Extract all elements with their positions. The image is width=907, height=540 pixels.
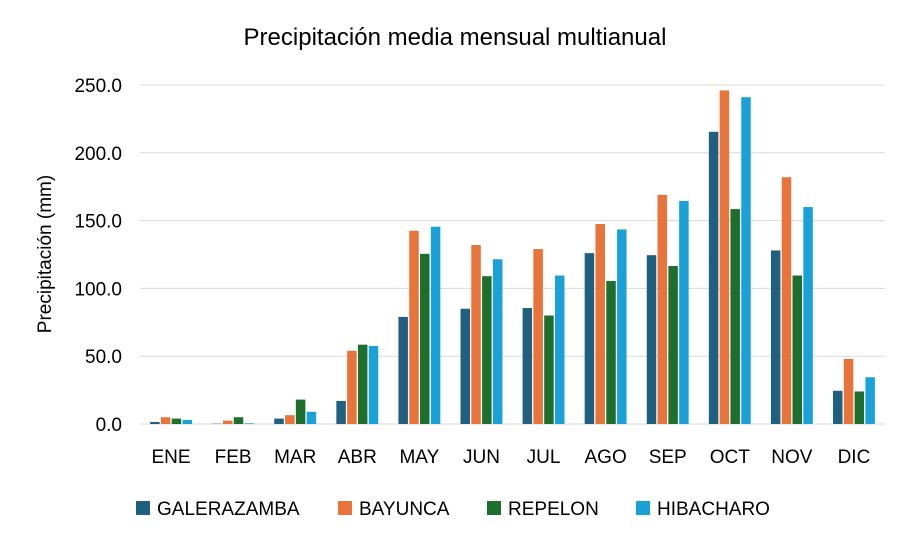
bar-repelon-ago [606, 280, 616, 424]
legend-label-repelon: REPELON [508, 499, 599, 520]
chart-title: Precipitación media mensual multianual [244, 24, 667, 51]
y-axis-title: Precipitación (mm) [35, 175, 56, 333]
x-tick-label: JUN [463, 447, 500, 468]
bar-repelon-oct [730, 209, 740, 424]
bar-hibacharo-mar [306, 411, 317, 424]
bar-bayunca-feb [222, 420, 233, 424]
bar-galerazamba-dic [833, 390, 843, 424]
x-axis-ticks: ENE FEB MAR ABR MAY JUN JUL AGO SEP OCT NOV DIC [152, 447, 871, 468]
bar-bayunca-abr [347, 350, 357, 424]
y-tick-label: 0.0 [96, 415, 122, 436]
bar-hibacharo-jun [492, 259, 503, 424]
bar-galerazamba-ene [150, 421, 160, 424]
y-axis-ticks: 0.0 50.0 100.0 150.0 200.0 250.0 [74, 76, 122, 436]
bar-galerazamba-jun [460, 308, 471, 424]
x-tick-label: SEP [649, 447, 687, 468]
legend-label-bayunca: BAYUNCA [359, 499, 450, 520]
bar-hibacharo-oct [741, 97, 751, 424]
bar-hibacharo-feb [244, 423, 255, 424]
bar-bayunca-jul [533, 249, 543, 424]
bar-hibacharo-may [430, 226, 441, 424]
legend-swatch-bayunca [338, 501, 352, 515]
bar-repelon-jun [482, 276, 492, 424]
bar-repelon-dic [854, 391, 865, 424]
bar-bayunca-ago [595, 223, 605, 424]
bar-bayunca-oct [719, 90, 730, 424]
bar-repelon-may [420, 253, 430, 424]
bar-hibacharo-ene [182, 419, 192, 424]
x-tick-label: MAY [399, 447, 439, 468]
y-tick-label: 100.0 [74, 279, 122, 300]
bar-hibacharo-dic [865, 377, 875, 424]
bar-galerazamba-nov [770, 250, 781, 424]
legend-swatch-hibacharo [636, 501, 650, 515]
bar-hibacharo-ago [617, 229, 627, 424]
bar-repelon-sep [668, 266, 678, 424]
y-tick-label: 200.0 [74, 144, 122, 165]
bar-galerazamba-abr [336, 400, 346, 424]
bar-repelon-nov [792, 275, 803, 424]
bar-galerazamba-may [398, 316, 408, 424]
x-tick-label: MAR [274, 447, 316, 468]
bar-repelon-feb [233, 417, 244, 424]
bar-hibacharo-abr [368, 346, 379, 424]
bar-bayunca-mar [285, 415, 295, 424]
bar-bayunca-ene [160, 417, 171, 424]
x-tick-label: OCT [710, 447, 751, 468]
x-tick-label: NOV [771, 447, 813, 468]
bar-hibacharo-nov [803, 207, 813, 424]
bar-galerazamba-oct [708, 131, 719, 425]
bar-hibacharo-jul [554, 275, 565, 424]
x-tick-label: DIC [838, 447, 871, 468]
bar-galerazamba-ago [584, 253, 595, 424]
bar-bayunca-sep [657, 194, 668, 424]
y-tick-label: 50.0 [85, 347, 122, 368]
legend-label-galerazamba: GALERAZAMBA [157, 499, 300, 520]
legend-label-hibacharo: HIBACHARO [657, 499, 770, 520]
bar-galerazamba-sep [646, 255, 657, 424]
bar-repelon-mar [295, 399, 306, 424]
bar-bayunca-jun [471, 245, 481, 424]
legend-swatch-repelon [487, 501, 501, 515]
x-tick-label: ENE [152, 447, 191, 468]
bar-repelon-jul [544, 315, 554, 424]
legend: GALERAZAMBA BAYUNCA REPELON HIBACHARO [136, 499, 770, 520]
x-tick-label: FEB [215, 447, 252, 468]
bar-bayunca-may [409, 230, 419, 424]
y-tick-label: 150.0 [74, 212, 122, 233]
bar-galerazamba-jul [522, 308, 533, 424]
gridlines [140, 84, 885, 425]
bars [150, 90, 875, 425]
bar-bayunca-dic [843, 358, 854, 424]
y-tick-label: 250.0 [74, 76, 122, 97]
bar-repelon-ene [171, 418, 182, 424]
bar-hibacharo-sep [679, 200, 689, 424]
x-tick-label: JUL [527, 447, 561, 468]
x-tick-label: ABR [338, 447, 377, 468]
bar-bayunca-nov [781, 177, 792, 424]
x-tick-label: AGO [585, 447, 627, 468]
legend-swatch-galerazamba [136, 501, 150, 515]
bar-repelon-abr [357, 344, 368, 424]
bar-galerazamba-mar [274, 418, 284, 424]
